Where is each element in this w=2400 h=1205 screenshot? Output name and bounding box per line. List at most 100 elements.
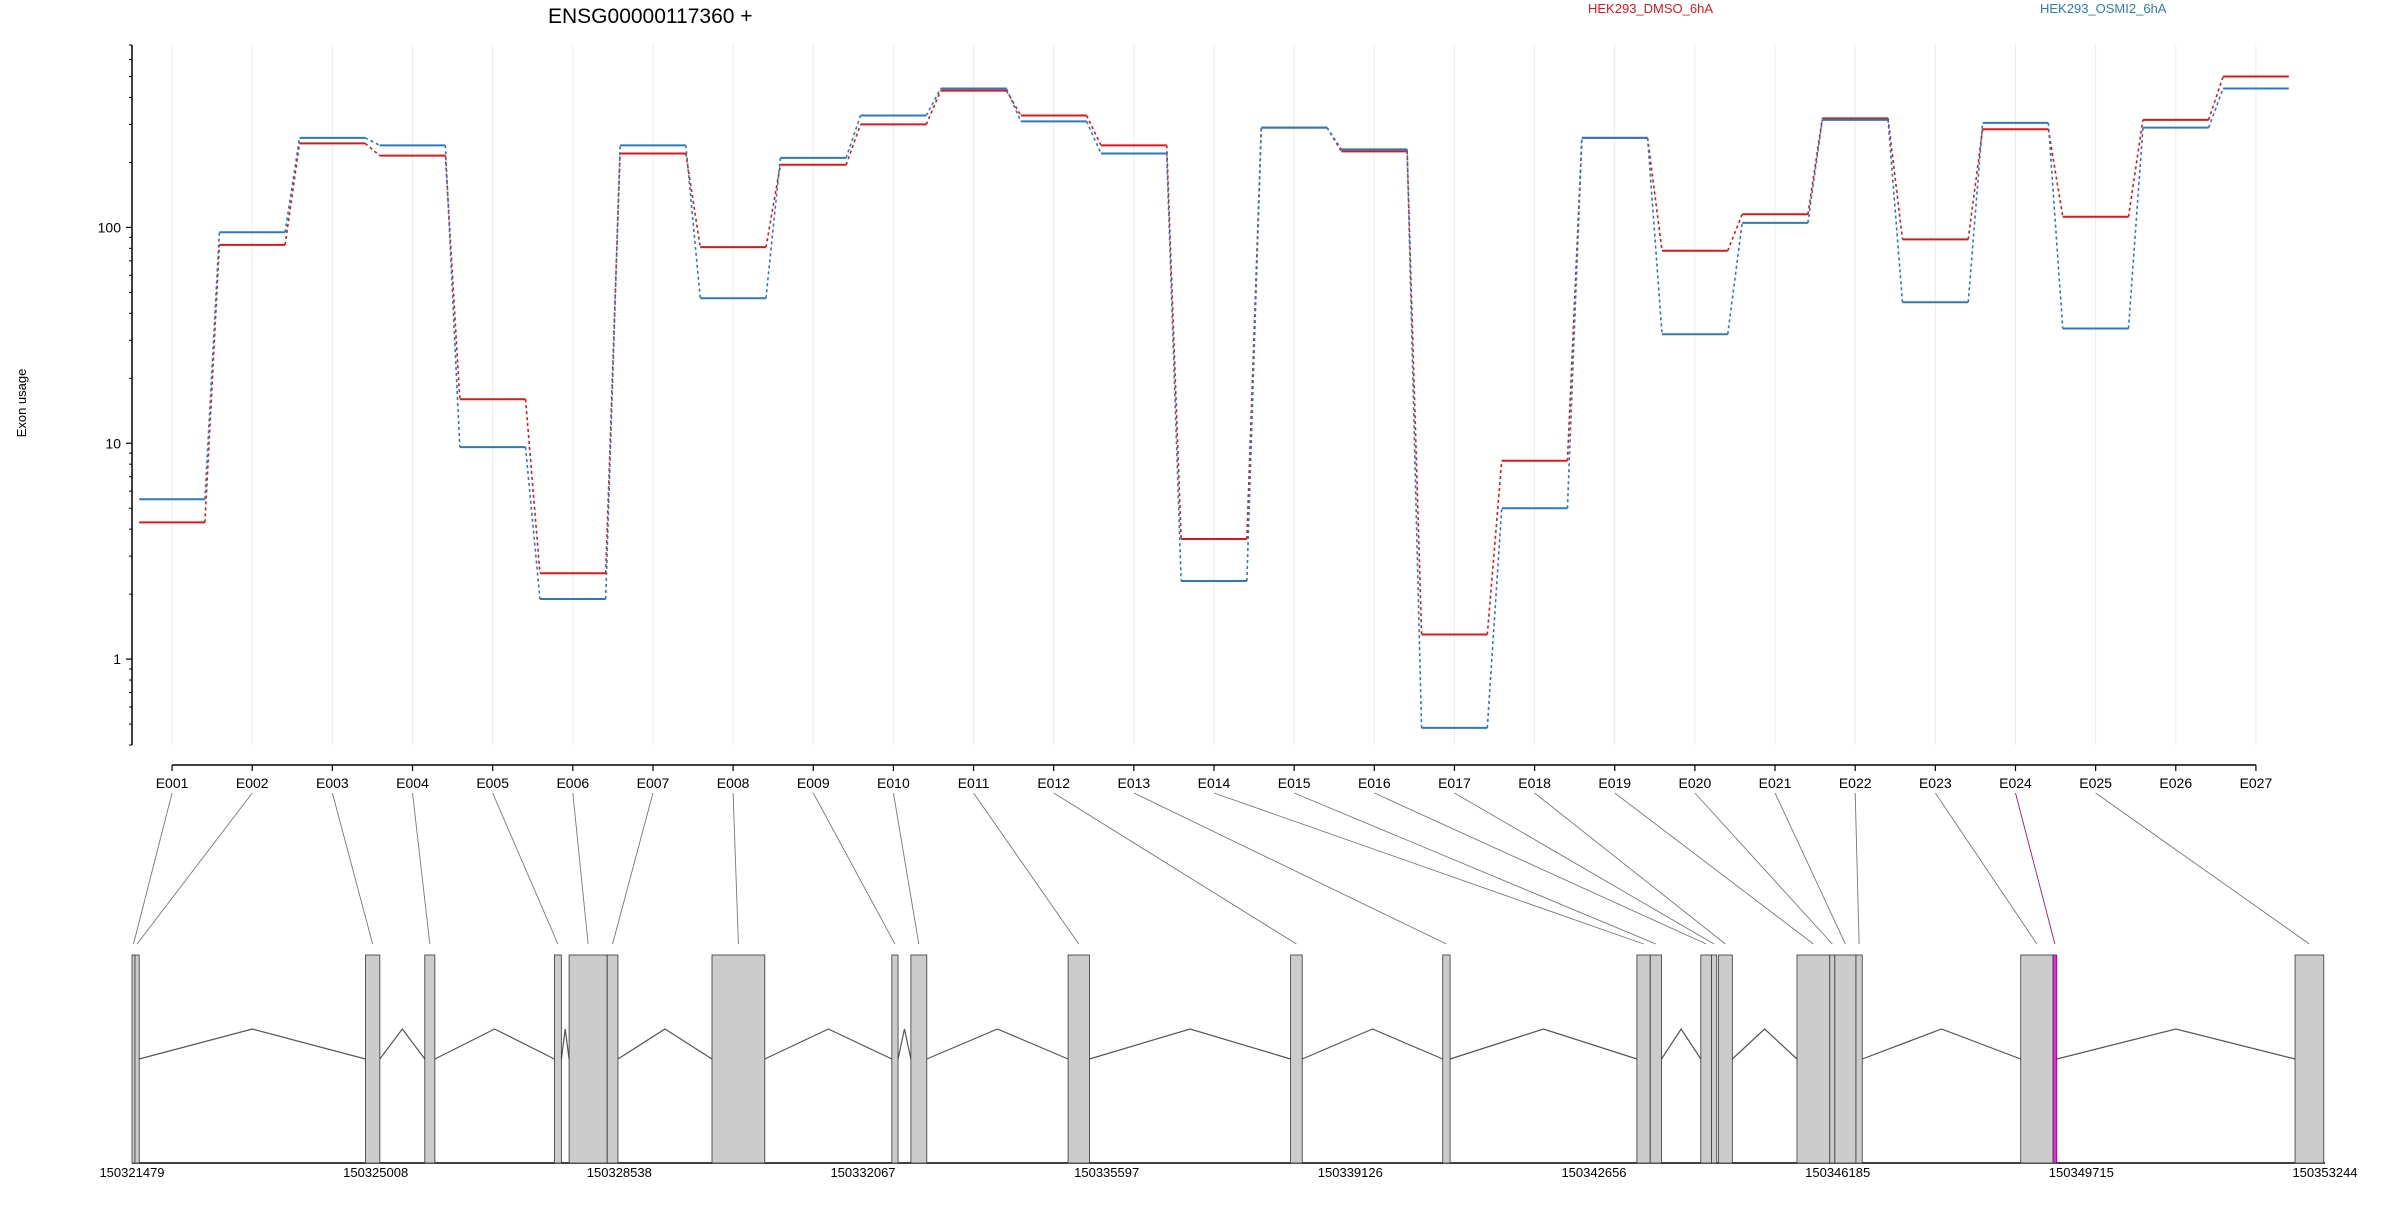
series-0-link bbox=[845, 124, 862, 166]
connector-E025 bbox=[2095, 792, 2310, 945]
connector-E006 bbox=[572, 792, 589, 945]
intron-line bbox=[139, 1028, 366, 1060]
series-1-link bbox=[444, 145, 461, 448]
x-tick-label-E001: E001 bbox=[156, 775, 189, 791]
x-tick-label-E016: E016 bbox=[1358, 775, 1391, 791]
x-tick-label-E027: E027 bbox=[2240, 775, 2273, 791]
exon-box-E010 bbox=[910, 954, 928, 1164]
x-tick-label-E018: E018 bbox=[1518, 775, 1551, 791]
intron-line bbox=[2056, 1028, 2296, 1060]
series-1-link bbox=[1085, 121, 1102, 154]
connector-E001 bbox=[133, 792, 173, 945]
series-1-link bbox=[604, 145, 621, 599]
series-0-link bbox=[925, 90, 942, 125]
series-1-link bbox=[524, 447, 541, 600]
genomic-tick-label: 150353244 bbox=[2292, 1165, 2357, 1180]
x-tick-label-E012: E012 bbox=[1037, 775, 1070, 791]
x-tick-label-E017: E017 bbox=[1438, 775, 1471, 791]
series-1-link bbox=[1646, 137, 1663, 335]
series-0-link bbox=[1005, 90, 1022, 116]
legend-dmso: HEK293_DMSO_6hA bbox=[1588, 1, 1713, 16]
x-tick-label-E023: E023 bbox=[1919, 775, 1952, 791]
genomic-tick-label: 150342656 bbox=[1561, 1165, 1626, 1180]
genomic-tick-label: 150349715 bbox=[2049, 1165, 2114, 1180]
series-0-link bbox=[1646, 137, 1663, 251]
series-0-link bbox=[765, 164, 782, 248]
exon-box-E004 bbox=[424, 954, 436, 1164]
series-0-link bbox=[2207, 76, 2224, 121]
intron-line bbox=[926, 1028, 1069, 1060]
exon-box-E025 bbox=[2294, 954, 2325, 1164]
y-tick-label: 100 bbox=[98, 219, 122, 235]
x-tick-label-E019: E019 bbox=[1598, 775, 1631, 791]
series-0-link bbox=[204, 244, 221, 523]
genomic-tick-label: 150339126 bbox=[1318, 1165, 1383, 1180]
series-1-link bbox=[2207, 88, 2224, 128]
x-tick-label-E026: E026 bbox=[2159, 775, 2192, 791]
gene-model: 150321479 150325008 150328538 150332067 1503… bbox=[99, 954, 2358, 1180]
series-1-link bbox=[204, 232, 221, 500]
exon-box-E006 bbox=[568, 954, 608, 1164]
genomic-tick-label: 150332067 bbox=[830, 1165, 895, 1180]
series-0-link bbox=[1566, 137, 1583, 461]
series-0-link bbox=[604, 153, 621, 574]
series-1-link bbox=[1887, 119, 1904, 303]
intron-line bbox=[379, 1027, 426, 1060]
x-tick-label-E013: E013 bbox=[1118, 775, 1151, 791]
intron-line bbox=[1862, 1028, 2021, 1060]
chart-title: ENSG00000117360 + bbox=[548, 5, 753, 28]
genomic-tick-label: 150325008 bbox=[343, 1165, 408, 1180]
vertical-gridlines bbox=[171, 45, 2257, 745]
series-1-link bbox=[1967, 122, 1984, 303]
series-0-link bbox=[1406, 151, 1423, 635]
x-tick-label-E015: E015 bbox=[1278, 775, 1311, 791]
series-1-link bbox=[1807, 119, 1824, 223]
x-tick-label-E011: E011 bbox=[958, 775, 990, 791]
series-1-link bbox=[1486, 508, 1503, 728]
series-0-link bbox=[2047, 129, 2064, 217]
series-1-link bbox=[765, 157, 782, 299]
series-1-link bbox=[1726, 222, 1743, 335]
exon-box-E017 bbox=[1711, 954, 1718, 1164]
series-1-link bbox=[1566, 137, 1583, 509]
exon-box-E014 bbox=[1636, 954, 1651, 1164]
exon-box-E021 bbox=[1834, 954, 1857, 1164]
connector-E019 bbox=[1614, 792, 1814, 945]
intron-line bbox=[1731, 1028, 1798, 1060]
series-1-link bbox=[364, 137, 381, 147]
series-0-link bbox=[685, 153, 702, 248]
connector-E011 bbox=[973, 792, 1080, 945]
genomic-tick-label: 150346185 bbox=[1805, 1165, 1870, 1180]
intron-line bbox=[434, 1028, 555, 1060]
series-1-link bbox=[1005, 88, 1022, 122]
exon-box-E003 bbox=[365, 954, 381, 1164]
series-1-link bbox=[845, 115, 862, 159]
connector-E023 bbox=[1934, 792, 2038, 945]
connector-E013 bbox=[1133, 792, 1447, 945]
connector-E002 bbox=[136, 792, 253, 945]
exon-box-E019 bbox=[1796, 954, 1831, 1164]
exon-box-E023 bbox=[2020, 954, 2054, 1164]
connector-E020 bbox=[1694, 792, 1833, 945]
connector-E016 bbox=[1374, 792, 1707, 945]
series-0-link bbox=[524, 399, 541, 574]
intron-line bbox=[1301, 1028, 1443, 1060]
x-tick-label-E005: E005 bbox=[476, 775, 509, 791]
series-1-link bbox=[2127, 127, 2144, 329]
connector-E024 bbox=[2015, 792, 2056, 945]
exon-box-E012 bbox=[1290, 954, 1303, 1164]
exon-box-E009 bbox=[891, 954, 899, 1164]
connector-E005 bbox=[492, 792, 559, 945]
series-1-link bbox=[1406, 149, 1423, 728]
y-tick-label: 10 bbox=[105, 435, 121, 451]
intron-line bbox=[1660, 1027, 1702, 1060]
connector-E021 bbox=[1774, 792, 1846, 945]
x-tick-label-E006: E006 bbox=[556, 775, 589, 791]
series-1-link bbox=[1165, 153, 1182, 582]
series-1-link bbox=[1326, 127, 1343, 150]
exon-box-E018 bbox=[1718, 954, 1733, 1164]
series-1-link bbox=[685, 145, 702, 299]
connector-E003 bbox=[331, 792, 374, 945]
